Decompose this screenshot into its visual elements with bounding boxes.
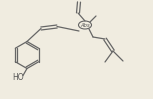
Text: HO: HO xyxy=(12,73,24,82)
Ellipse shape xyxy=(78,21,91,29)
Text: Abs: Abs xyxy=(80,22,90,28)
